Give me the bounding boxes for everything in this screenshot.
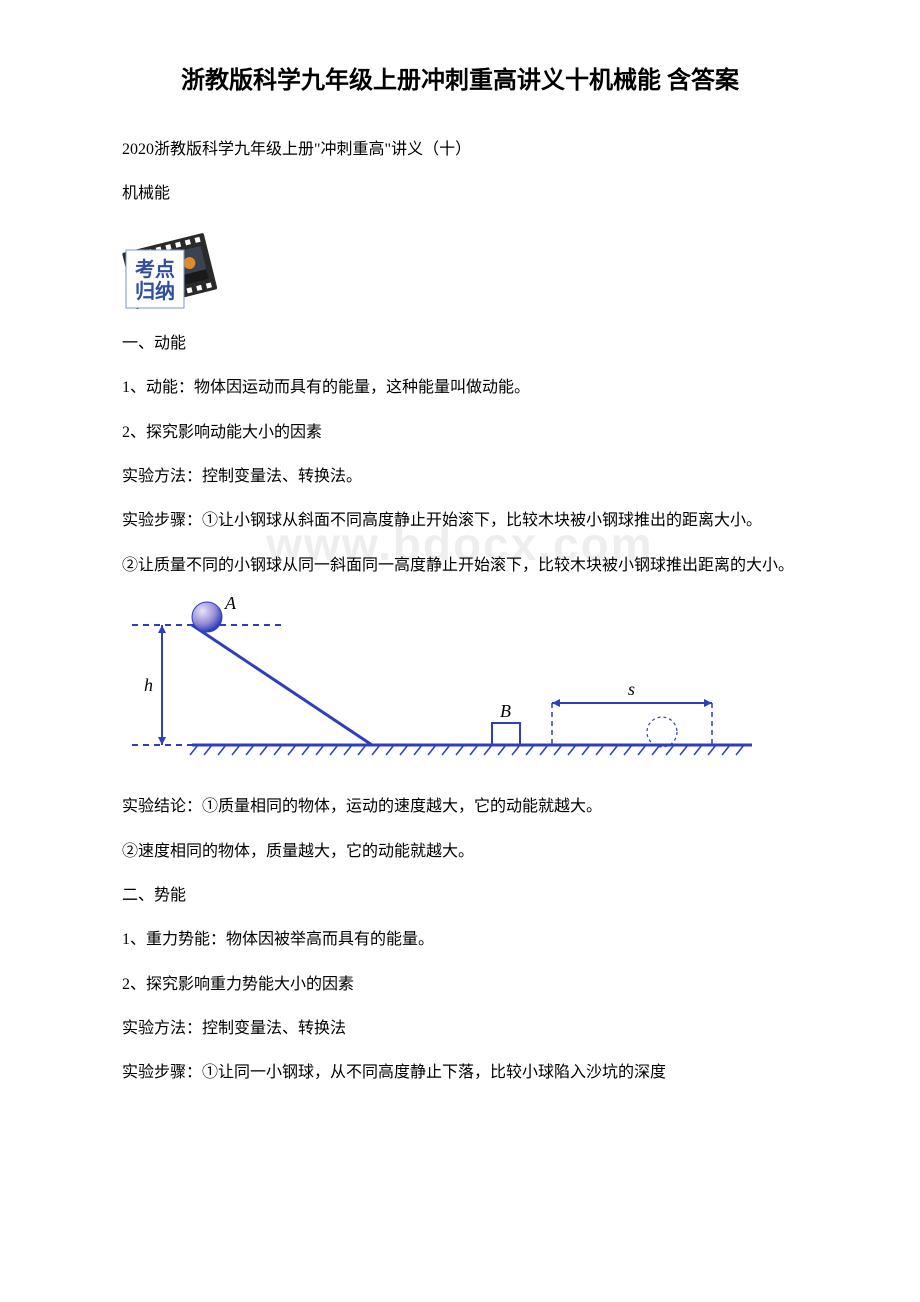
s2-method: 实验方法：控制变量法、转换法: [90, 1014, 830, 1044]
keypoint-badge-svg: 考点归纳: [122, 228, 218, 314]
title-text: 浙教版科学九年级上册冲刺重高讲义十机械能 含答案: [181, 68, 739, 94]
s2-explore: 2、探究影响重力势能大小的因素: [90, 970, 830, 1000]
section-1-title: 一、动能: [90, 329, 830, 359]
ramp-diagram: Ah Bs: [122, 595, 830, 780]
s1-step1: 实验步骤：①让小钢球从斜面不同高度静止开始滚下，比较木块被小钢球推出的距离大小。: [90, 506, 830, 536]
s1-method: 实验方法：控制变量法、转换法。: [90, 462, 830, 492]
svg-text:s: s: [628, 679, 635, 699]
s1-conclusion2: ②速度相同的物体，质量越大，它的动能就越大。: [90, 837, 830, 867]
section-2-title: 二、势能: [90, 881, 830, 911]
svg-text:归纳: 归纳: [135, 279, 175, 303]
svg-text:考点: 考点: [135, 257, 175, 281]
svg-text:B: B: [500, 701, 511, 721]
ramp-diagram-svg: Ah Bs: [122, 595, 762, 775]
s1-explore: 2、探究影响动能大小的因素: [90, 418, 830, 448]
svg-text:A: A: [224, 595, 237, 613]
page-title: 浙教版科学九年级上册冲刺重高讲义十机械能 含答案: [90, 60, 830, 95]
s1-step2-text: ②让质量不同的小钢球从同一斜面同一高度静止开始滚下，比较木块被小钢球推出距离的大…: [90, 551, 794, 581]
s1-step1-text: 实验步骤：①让小钢球从斜面不同高度静止开始滚下，比较木块被小钢球推出的距离大小。: [90, 506, 762, 536]
svg-text:h: h: [144, 675, 153, 695]
s2-def: 1、重力势能：物体因被举高而具有的能量。: [90, 925, 830, 955]
intro-line-2: 机械能: [90, 179, 830, 209]
s2-step1: 实验步骤：①让同一小钢球，从不同高度静止下落，比较小球陷入沙坑的深度: [90, 1058, 830, 1088]
s1-conclusion1: 实验结论：①质量相同的物体，运动的速度越大，它的动能就越大。: [90, 792, 830, 822]
s1-step2: ②让质量不同的小钢球从同一斜面同一高度静止开始滚下，比较木块被小钢球推出距离的大…: [90, 551, 830, 581]
s1-def: 1、动能：物体因运动而具有的能量，这种能量叫做动能。: [90, 373, 830, 403]
keypoint-badge: 考点归纳: [122, 228, 218, 319]
intro-line-1: 2020浙教版科学九年级上册"冲刺重高"讲义（十）: [90, 135, 830, 165]
